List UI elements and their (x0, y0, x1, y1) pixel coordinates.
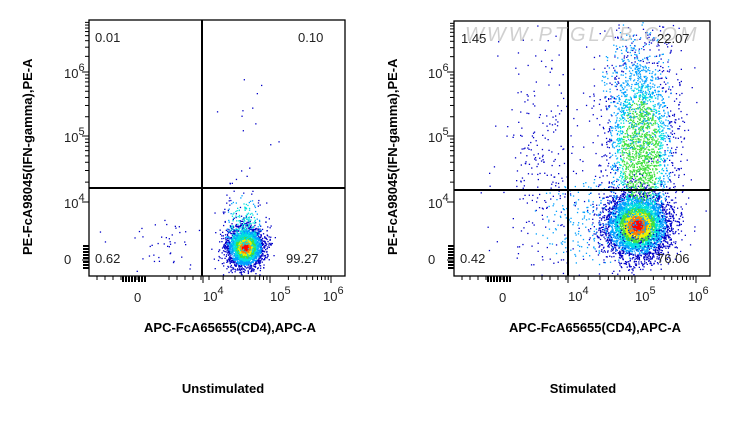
panel-unstimulated: PE-FcA98045(IFN-gamma),PE-A 106 105 104 … (0, 0, 365, 429)
quadrant-upper-right-value: 0.10 (298, 30, 324, 45)
x-axis-label: APC-FcA65655(CD4),APC-A (509, 320, 681, 335)
x-tick-1e6: 106 (323, 285, 344, 304)
y-axis-label: PE-FcA98045(IFN-gamma),PE-A (385, 58, 400, 256)
x-tick-1e4: 104 (568, 285, 589, 304)
y-tick-0: 0 (428, 252, 436, 267)
y-tick-1e4: 104 (64, 192, 85, 211)
y-axis-label: PE-FcA98045(IFN-gamma),PE-A (20, 58, 35, 256)
quadrant-lower-right-value: 76.06 (657, 251, 690, 266)
x-tick-1e6: 106 (688, 285, 709, 304)
quadrant-lower-left-value: 0.42 (460, 251, 486, 266)
y-tick-1e5: 105 (64, 126, 85, 145)
x-tick-1e4: 104 (203, 285, 224, 304)
y-tick-1e5: 105 (428, 126, 449, 145)
quadrant-upper-left-value: 1.45 (461, 31, 487, 46)
x-tick-1e5: 105 (635, 285, 656, 304)
y-tick-1e6: 106 (428, 62, 449, 81)
scatter-plot-unstimulated (82, 19, 346, 283)
panel-stimulated: PE-FcA98045(IFN-gamma),PE-A 106 105 104 … (365, 0, 731, 429)
y-tick-1e6: 106 (64, 62, 85, 81)
y-tick-1e4: 104 (428, 192, 449, 211)
plot-caption: Stimulated (549, 381, 617, 396)
x-axis-label: APC-FcA65655(CD4),APC-A (144, 320, 316, 335)
y-tick-0: 0 (64, 252, 72, 267)
quadrant-lower-right-value: 99.27 (286, 251, 319, 266)
quadrant-upper-right-value: 22.07 (657, 31, 690, 46)
x-tick-0: 0 (499, 290, 507, 305)
quadrant-upper-left-value: 0.01 (95, 30, 121, 45)
scatter-plot-stimulated (447, 20, 711, 283)
x-tick-1e5: 105 (270, 285, 291, 304)
x-tick-0: 0 (134, 290, 142, 305)
quadrant-lower-left-value: 0.62 (95, 251, 121, 266)
watermark: WWW.PTGLAB.COM (465, 24, 700, 46)
plot-caption: Unstimulated (181, 381, 265, 396)
